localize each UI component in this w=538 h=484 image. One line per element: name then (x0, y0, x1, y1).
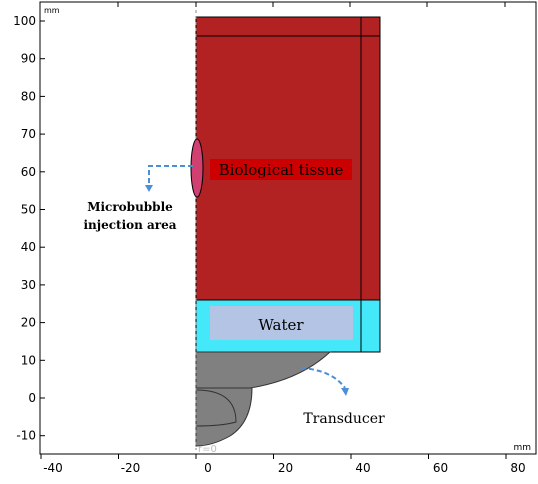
x-tick-label: 60 (433, 461, 448, 475)
injection-label-line2: injection area (83, 218, 176, 232)
y-tick-label: 70 (21, 127, 36, 141)
transducer-inner-arc (195, 389, 237, 427)
x-tick-label: 80 (510, 461, 525, 475)
water-label: Water (258, 316, 304, 334)
injection-area-shape (190, 138, 204, 198)
y-tick-label: 30 (21, 278, 36, 292)
x-tick-label: -20 (121, 461, 141, 475)
y-tick-label: 10 (21, 353, 36, 367)
x-tick-label: -40 (43, 461, 63, 475)
y-unit-label: mm (44, 6, 60, 15)
water-label-bg (210, 306, 353, 340)
y-tick-label: 90 (21, 52, 36, 66)
transducer-arrow-head (341, 388, 349, 396)
x-tick-label: 20 (278, 461, 293, 475)
x-axis-ticks: -40 -20 0 20 40 60 80 (40, 454, 526, 475)
injection-arrow-head (145, 185, 153, 192)
x-tick-label: 40 (355, 461, 370, 475)
tissue-label-bg (210, 159, 352, 180)
y-tick-label: 60 (21, 165, 36, 179)
transducer-label: Transducer (303, 411, 385, 427)
y-tick-label: 20 (21, 316, 36, 330)
y-tick-label: 0 (28, 391, 36, 405)
y-tick-label: 100 (13, 14, 36, 28)
transducer-base (195, 387, 253, 447)
transducer-arrow (300, 367, 346, 389)
injection-arrow (148, 165, 193, 186)
y-tick-label: 40 (21, 240, 36, 254)
tissue-label: Biological tissue (219, 161, 344, 179)
y-tick-label: -10 (16, 429, 36, 443)
axis-label: r=0 (198, 444, 217, 455)
x-unit-label: mm (513, 443, 531, 453)
x-tick-label: 0 (204, 461, 212, 475)
injection-label-line1: Microbubble (87, 200, 173, 214)
y-tick-label: 50 (21, 203, 36, 217)
y-tick-label: 80 (21, 89, 36, 103)
top-ticks (117, 2, 506, 7)
